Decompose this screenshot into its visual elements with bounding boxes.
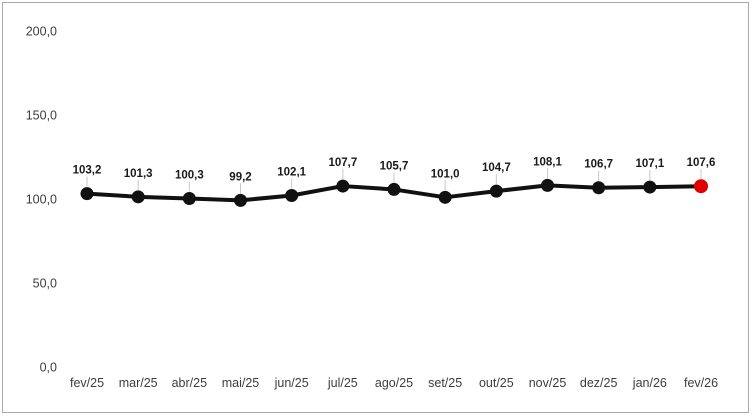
x-axis-tick-label: fev/25 xyxy=(70,376,104,390)
data-point-marker xyxy=(438,190,452,204)
data-point-label: 104,7 xyxy=(482,162,511,174)
y-axis-tick-label: 100,0 xyxy=(26,193,57,207)
x-axis-tick-label: set/25 xyxy=(428,376,462,390)
data-point-label: 103,2 xyxy=(73,165,102,177)
data-point-label: 105,7 xyxy=(380,160,409,172)
data-point-marker xyxy=(592,181,606,195)
data-point-marker xyxy=(336,179,350,193)
data-point-marker xyxy=(182,191,196,205)
data-point-label: 107,1 xyxy=(635,158,664,170)
data-point-marker xyxy=(387,182,401,196)
chart-frame xyxy=(2,2,749,413)
data-point-label: 106,7 xyxy=(584,159,613,171)
x-axis-tick-label: mar/25 xyxy=(119,376,158,390)
data-point-label: 108,1 xyxy=(533,156,562,168)
y-axis-tick-label: 150,0 xyxy=(26,109,57,123)
data-point-marker-current xyxy=(694,179,708,194)
y-axis-tick-label: 200,0 xyxy=(26,25,57,39)
data-point-marker xyxy=(80,187,94,201)
x-axis-tick-label: nov/25 xyxy=(529,376,567,390)
y-axis-tick-label: 0,0 xyxy=(40,361,57,375)
data-point-label-current: 107,6 xyxy=(687,157,716,169)
data-point-marker xyxy=(643,180,657,194)
x-axis-tick-label: fev/26 xyxy=(684,376,718,390)
data-point-label: 102,1 xyxy=(277,166,306,178)
x-axis-tick-label: abr/25 xyxy=(172,376,207,390)
data-point-label: 101,0 xyxy=(431,168,460,180)
y-axis-tick-label: 50,0 xyxy=(33,277,57,291)
data-point-label: 100,3 xyxy=(175,169,204,181)
x-axis-tick-label: out/25 xyxy=(479,376,514,390)
data-point-marker xyxy=(541,178,554,192)
data-point-marker xyxy=(131,190,145,204)
x-axis-tick-label: jun/25 xyxy=(274,376,309,390)
x-axis-tick-label: mai/25 xyxy=(222,376,260,390)
x-axis-tick-label: ago/25 xyxy=(375,376,413,390)
data-point-marker xyxy=(285,188,299,202)
x-axis-tick-label: dez/25 xyxy=(580,376,618,390)
data-point-marker xyxy=(234,193,247,207)
data-point-label: 99,2 xyxy=(229,171,251,183)
data-point-marker xyxy=(489,184,503,198)
data-point-label: 107,7 xyxy=(328,157,357,169)
x-axis-tick-label: jul/25 xyxy=(327,376,358,390)
data-point-label: 101,3 xyxy=(124,168,153,180)
x-axis-tick-label: jan/26 xyxy=(632,376,667,390)
